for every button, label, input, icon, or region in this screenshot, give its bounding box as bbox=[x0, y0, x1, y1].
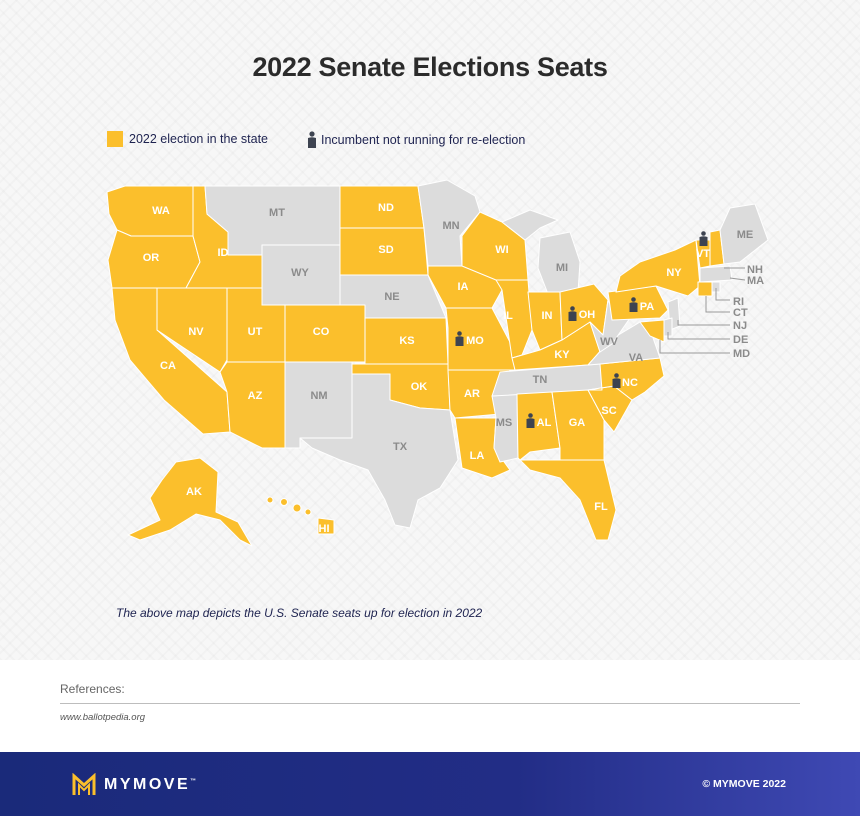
legend-swatch bbox=[107, 131, 123, 147]
label-WA: WA bbox=[152, 205, 170, 217]
state-HI-isle-2 bbox=[280, 498, 288, 506]
label-KY: KY bbox=[554, 349, 570, 361]
state-RI bbox=[711, 281, 721, 293]
label-ND: ND bbox=[378, 202, 394, 214]
person-icon-NC bbox=[612, 373, 621, 388]
state-NY bbox=[615, 239, 701, 297]
label-NJ: NJ bbox=[733, 320, 747, 332]
label-LA: LA bbox=[470, 450, 485, 462]
label-MO: MO bbox=[466, 335, 484, 347]
label-SD: SD bbox=[378, 244, 393, 256]
label-RI: RI bbox=[733, 296, 744, 308]
divider bbox=[60, 703, 800, 704]
label-OR: OR bbox=[143, 252, 160, 264]
label-IL: IL bbox=[503, 310, 513, 322]
map-caption: The above map depicts the U.S. Senate se… bbox=[116, 606, 483, 620]
state-MN bbox=[417, 179, 481, 267]
label-KS: KS bbox=[399, 335, 414, 347]
state-MD bbox=[639, 319, 665, 343]
label-VT: VT bbox=[696, 248, 710, 260]
label-CO: CO bbox=[313, 326, 330, 338]
legend-election-label: 2022 election in the state bbox=[129, 132, 268, 146]
person-icon-PA bbox=[629, 297, 638, 312]
state-CT bbox=[697, 281, 713, 297]
state-NC bbox=[587, 357, 665, 401]
state-WI bbox=[461, 211, 529, 281]
label-WY: WY bbox=[291, 267, 309, 279]
label-ME: ME bbox=[737, 229, 754, 241]
us-map: WA OR CA ID NV UT AZ MT WY CO NM ND SD N… bbox=[106, 179, 769, 547]
label-TX: TX bbox=[393, 441, 408, 453]
label-SC: SC bbox=[601, 405, 616, 417]
label-IN: IN bbox=[542, 310, 553, 322]
person-icon-AL bbox=[526, 413, 535, 428]
footer: MYMOVE™ © MYMOVE 2022 bbox=[0, 752, 860, 816]
label-AZ: AZ bbox=[248, 390, 263, 402]
state-NV bbox=[156, 287, 228, 373]
label-VA: VA bbox=[629, 352, 644, 364]
label-NC: NC bbox=[622, 377, 638, 389]
state-FL bbox=[519, 459, 617, 541]
label-DE: DE bbox=[733, 334, 748, 346]
person-icon-MO bbox=[455, 331, 464, 346]
label-OH: OH bbox=[579, 309, 596, 321]
label-IA: IA bbox=[458, 281, 469, 293]
label-OK: OK bbox=[411, 381, 428, 393]
label-MA: MA bbox=[747, 275, 764, 287]
state-MA bbox=[699, 265, 733, 283]
label-TN: TN bbox=[533, 374, 548, 386]
label-NM: NM bbox=[310, 390, 327, 402]
state-ME bbox=[719, 203, 769, 265]
label-NV: NV bbox=[188, 326, 204, 338]
person-icon-OH bbox=[568, 306, 577, 321]
state-NM bbox=[284, 361, 353, 449]
state-HI-isle-3 bbox=[292, 503, 302, 513]
label-MI: MI bbox=[556, 262, 568, 274]
label-CA: CA bbox=[160, 360, 176, 372]
label-MS: MS bbox=[496, 417, 513, 429]
copyright: © MYMOVE 2022 bbox=[702, 778, 786, 790]
label-NE: NE bbox=[384, 291, 399, 303]
legend-incumbent: Incumbent not running for re-election bbox=[306, 131, 525, 148]
leader-lines bbox=[659, 267, 746, 354]
legend-election: 2022 election in the state bbox=[107, 131, 268, 147]
label-CT: CT bbox=[733, 307, 748, 319]
state-WA bbox=[106, 185, 194, 237]
person-icon bbox=[308, 131, 316, 148]
brand-name: MYMOVE™ bbox=[104, 776, 197, 793]
label-FL: FL bbox=[594, 501, 608, 513]
label-HI: HI bbox=[319, 523, 330, 535]
page-title: 2022 Senate Elections Seats bbox=[252, 52, 608, 82]
mymove-logo-icon bbox=[72, 773, 96, 795]
label-MT: MT bbox=[269, 207, 285, 219]
state-HI bbox=[317, 517, 335, 535]
references-heading: References: bbox=[60, 682, 125, 696]
person-icon-VT bbox=[699, 231, 708, 246]
brand-logo[interactable]: MYMOVE™ bbox=[72, 773, 196, 797]
state-DE bbox=[663, 317, 673, 337]
label-WI: WI bbox=[495, 244, 508, 256]
state-HI-isle-4 bbox=[304, 508, 312, 516]
legend-incumbent-label: Incumbent not running for re-election bbox=[321, 132, 526, 147]
label-UT: UT bbox=[248, 326, 263, 338]
label-NY: NY bbox=[666, 267, 682, 279]
label-PA: PA bbox=[640, 301, 655, 313]
label-MN: MN bbox=[442, 220, 459, 232]
reference-link[interactable]: www.ballotpedia.org bbox=[60, 712, 146, 723]
label-NH: NH bbox=[747, 264, 763, 276]
label-AL: AL bbox=[537, 417, 552, 429]
label-ID: ID bbox=[218, 247, 229, 259]
state-AZ bbox=[219, 361, 286, 449]
state-MI-up bbox=[501, 209, 559, 241]
label-AK: AK bbox=[186, 486, 202, 498]
label-AR: AR bbox=[464, 388, 480, 400]
incumbent-markers bbox=[455, 231, 708, 428]
state-HI-isle-1 bbox=[266, 496, 274, 504]
label-MD: MD bbox=[733, 348, 750, 360]
state-AK bbox=[127, 457, 253, 547]
state-TX bbox=[299, 373, 459, 529]
label-WV: WV bbox=[600, 336, 618, 348]
label-GA: GA bbox=[569, 417, 586, 429]
